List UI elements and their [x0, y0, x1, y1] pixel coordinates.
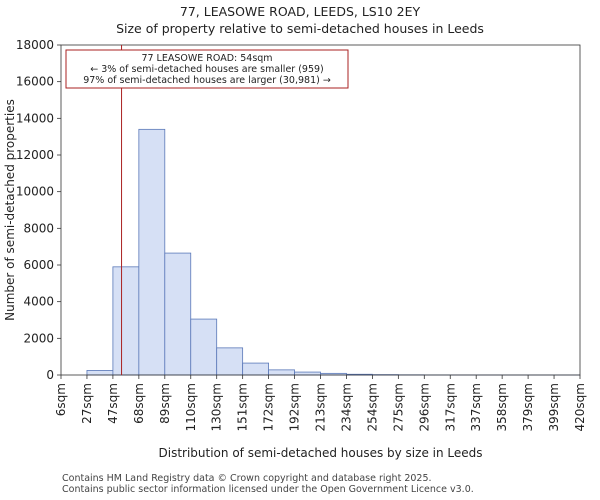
x-tick-label: 275sqm	[391, 383, 405, 431]
y-tick-label: 12000	[16, 148, 54, 162]
x-tick-label: 379sqm	[521, 383, 535, 431]
bar-151sqm	[242, 362, 269, 376]
y-tick-label: 14000	[16, 111, 54, 125]
annotation-line-3: 97% of semi-detached houses are larger (…	[83, 75, 331, 86]
x-tick-label: 234sqm	[339, 383, 353, 431]
footer-line-1: Contains HM Land Registry data © Crown c…	[62, 473, 432, 484]
x-tick-label: 47sqm	[106, 383, 120, 424]
x-tick-label: 89sqm	[158, 383, 172, 424]
bar-130sqm	[216, 347, 244, 376]
x-tick-label: 213sqm	[314, 383, 328, 431]
x-tick-label: 68sqm	[132, 383, 146, 424]
y-tick-label: 10000	[16, 185, 54, 199]
x-tick-label: 420sqm	[573, 383, 587, 431]
annotation-line-2: ← 3% of semi-detached houses are smaller…	[90, 64, 324, 75]
x-tick-label: 151sqm	[236, 383, 250, 431]
y-tick-label: 6000	[23, 258, 54, 272]
x-tick-label: 110sqm	[184, 383, 198, 431]
x-tick-label: 27sqm	[80, 383, 94, 424]
x-tick-label: 337sqm	[469, 383, 483, 431]
x-tick-label: 172sqm	[262, 383, 276, 431]
x-tick-label: 254sqm	[365, 383, 379, 431]
y-tick-label: 18000	[16, 38, 54, 52]
chart-subtitle: Size of property relative to semi-detach…	[116, 21, 484, 36]
y-axis-label: Number of semi-detached properties	[3, 99, 17, 321]
y-tick-label: 16000	[16, 75, 54, 89]
bar-192sqm	[294, 371, 321, 376]
bar-68sqm	[138, 128, 166, 376]
x-tick-label: 296sqm	[417, 383, 431, 431]
chart-title: 77, LEASOWE ROAD, LEEDS, LS10 2EY	[179, 4, 421, 19]
x-tick-label: 6sqm	[54, 383, 68, 416]
y-tick-label: 4000	[23, 295, 54, 309]
x-axis-label: Distribution of semi-detached houses by …	[159, 446, 483, 460]
x-tick-label: 358sqm	[495, 383, 509, 431]
plot-frame	[60, 44, 581, 376]
x-tick-label: 192sqm	[288, 383, 302, 431]
bar-27sqm	[86, 370, 114, 376]
annotation-box	[65, 49, 349, 89]
y-tick-label: 0	[46, 368, 54, 382]
y-tick-label: 2000	[23, 331, 54, 345]
bar-110sqm	[190, 318, 218, 376]
y-tick-label: 8000	[23, 221, 54, 235]
x-tick-label: 399sqm	[547, 383, 561, 431]
bar-89sqm	[164, 252, 192, 376]
x-tick-label: 317sqm	[443, 383, 457, 431]
annotation-line-1: 77 LEASOWE ROAD: 54sqm	[141, 53, 272, 64]
x-tick-label: 130sqm	[210, 383, 224, 431]
bar-47sqm	[112, 266, 140, 376]
footer-line-2: Contains public sector information licen…	[62, 484, 474, 495]
bar-172sqm	[268, 369, 295, 376]
